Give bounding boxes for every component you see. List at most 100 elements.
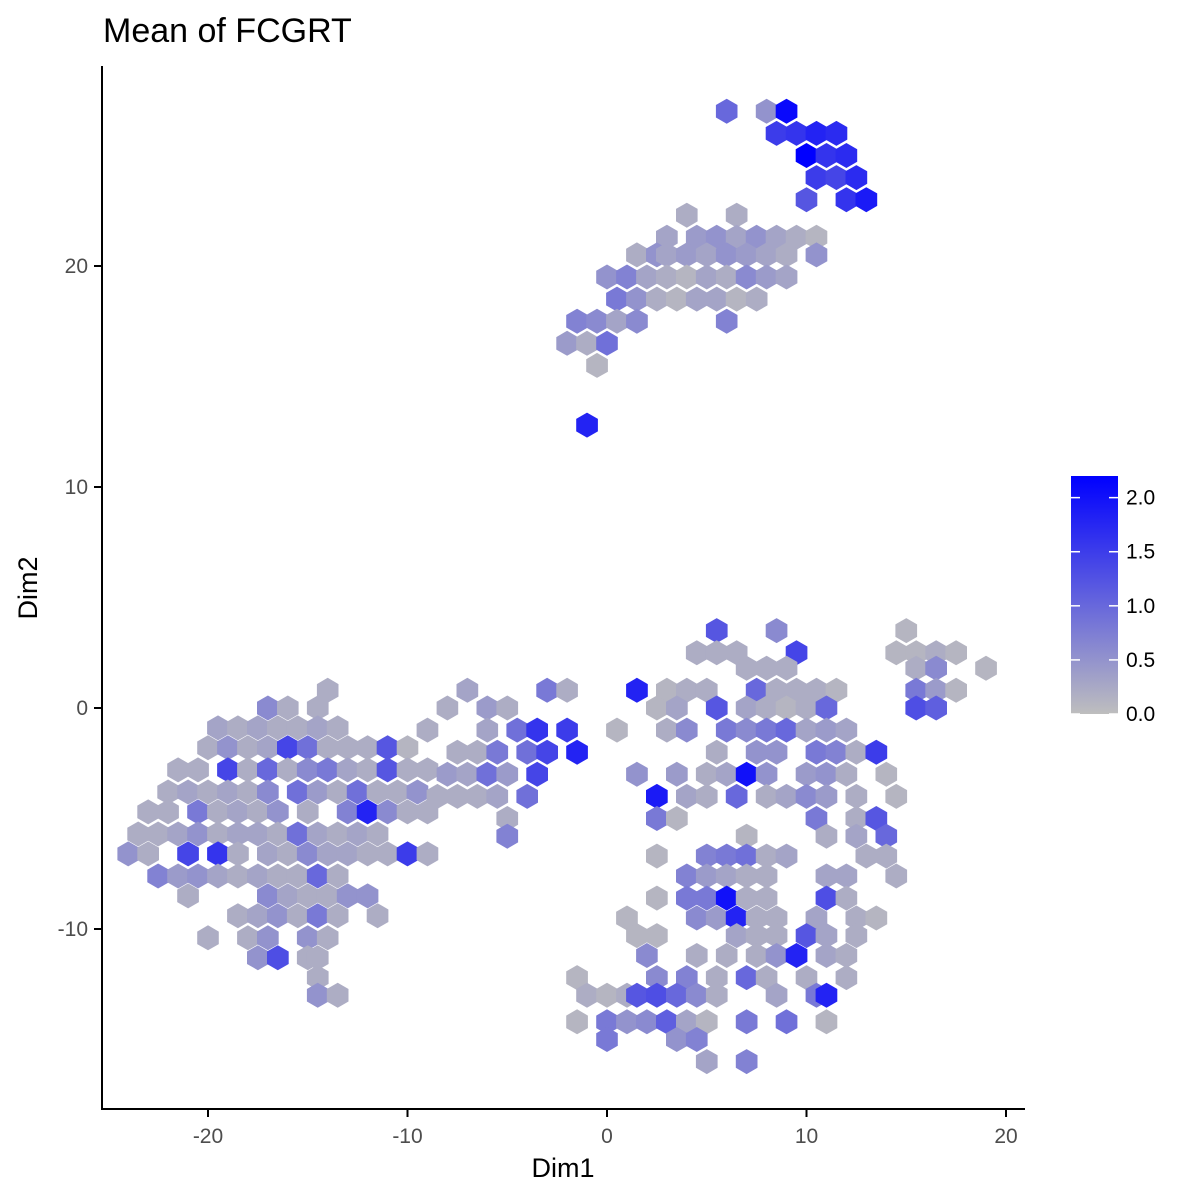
hexbin-cell: [626, 308, 648, 334]
hexbin-cell: [486, 783, 509, 809]
hexbin-cell: [217, 757, 239, 783]
hexbin-cell: [885, 640, 908, 666]
hexbin-cell: [296, 925, 319, 951]
hexbin-cell: [835, 885, 858, 911]
hexbin-cell: [646, 923, 668, 949]
hexbin-cell: [905, 655, 928, 681]
hexbin-cell: [257, 841, 279, 867]
hexbin-cell: [596, 1027, 618, 1052]
hexbin-cell: [626, 761, 648, 787]
hexbin-cell: [636, 1009, 658, 1035]
hexbin-cell: [416, 841, 439, 867]
hexbin-cell: [725, 202, 748, 228]
hexbin-cell: [765, 618, 788, 644]
hexbin-cell: [247, 945, 269, 971]
hexbin-cell: [596, 982, 618, 1008]
hexbin-cell: [217, 779, 239, 805]
hexbin-cell: [676, 863, 698, 889]
hexbin-cell: [556, 717, 578, 743]
hexbin-cell: [755, 863, 778, 889]
hexbin-cell: [805, 905, 828, 931]
x-tick-label: 20: [994, 1125, 1017, 1148]
hexbin-cell: [267, 903, 289, 929]
hexbin-cell: [795, 143, 818, 168]
hexbin-cell: [177, 779, 199, 805]
hexbin-cell: [715, 242, 738, 268]
hexbin-cell: [865, 905, 888, 931]
hexbin-cell: [336, 757, 359, 783]
hexbin-cell: [296, 799, 319, 825]
hexbin-cell: [247, 863, 269, 889]
hexbin-cell: [795, 783, 818, 809]
hexbin-cell: [815, 143, 838, 168]
hexbin-cell: [755, 98, 778, 124]
hexbin-cell: [386, 779, 409, 805]
hexbin-cell: [825, 120, 848, 146]
hexbin-cell: [925, 695, 947, 721]
hexbin-cell: [715, 98, 738, 124]
hexbin-cell: [795, 965, 818, 991]
hexbin-cell: [685, 286, 708, 312]
hexbin-cell: [466, 739, 489, 765]
hexbin-cell: [755, 242, 778, 268]
hexbin-cell: [576, 982, 598, 1008]
hexbin-cell: [626, 677, 648, 703]
hexbin-cell: [785, 677, 808, 703]
hexbin-cell: [267, 715, 289, 741]
hexbin-cell: [676, 783, 698, 809]
hexbin-cell: [705, 965, 728, 991]
hexbin-cell: [366, 779, 389, 805]
hexbin-cell: [207, 821, 229, 847]
hexbin-cell: [685, 224, 708, 250]
hexbin-cell: [715, 863, 738, 889]
hexbin-cell: [606, 717, 628, 743]
hexbin-cell: [496, 761, 519, 787]
hexbin-cell: [695, 783, 718, 809]
hexbin-cell: [306, 982, 329, 1008]
hexbin-cell: [735, 1049, 758, 1075]
hexbin-cell: [805, 242, 828, 268]
hexbin-cell: [426, 783, 449, 809]
hexbin-cell: [227, 903, 249, 929]
hexbin-cell: [845, 806, 868, 831]
hexbin-cell: [835, 863, 858, 889]
colorbar-tick-label: 1.5: [1126, 541, 1155, 564]
hexbin-cell: [197, 779, 219, 805]
hexbin-cell: [735, 965, 758, 991]
hexbin-cell: [695, 677, 718, 703]
hexbin-cell: [227, 821, 249, 847]
hexbin-cell: [636, 264, 658, 290]
x-axis-title: Dim1: [531, 1153, 594, 1183]
hexbin-cell: [685, 905, 708, 931]
hexbin-cell: [735, 1009, 758, 1035]
hexbin-cell: [586, 308, 608, 334]
hexbin-cell: [695, 885, 718, 911]
y-axis-ticks: -10 0 10 20: [58, 255, 102, 941]
hexbin-cell: [446, 783, 469, 809]
hexbin-cell: [336, 799, 359, 825]
hexbin-cell: [905, 695, 928, 721]
x-tick-label: -20: [193, 1125, 223, 1148]
hexbin-cell: [835, 187, 858, 213]
hexbin-cell: [775, 783, 798, 809]
hexbin-cell: [895, 618, 918, 644]
hexbin-cell: [765, 923, 788, 949]
hexbin-cell: [725, 783, 748, 809]
hexbin-cell: [905, 677, 928, 703]
hexbin-cell: [795, 717, 818, 743]
hexbin-cell: [715, 885, 738, 911]
hexbin-cell: [646, 885, 668, 911]
hexbin-cell: [865, 739, 888, 765]
hexbin-cell: [257, 695, 279, 721]
hexbin-cell: [137, 841, 159, 867]
hexbin-cell: [695, 863, 718, 889]
hexbin-cell: [376, 841, 399, 867]
hexbin-cell: [676, 965, 698, 991]
hexbin-cell: [267, 863, 289, 889]
hexbin-cell: [855, 843, 878, 869]
hexbin-cell: [326, 903, 349, 929]
hexbin-cell: [117, 841, 139, 867]
hexbin-cell: [197, 735, 219, 761]
hexbin-cell: [646, 806, 668, 831]
hexbin-cell: [376, 799, 399, 825]
